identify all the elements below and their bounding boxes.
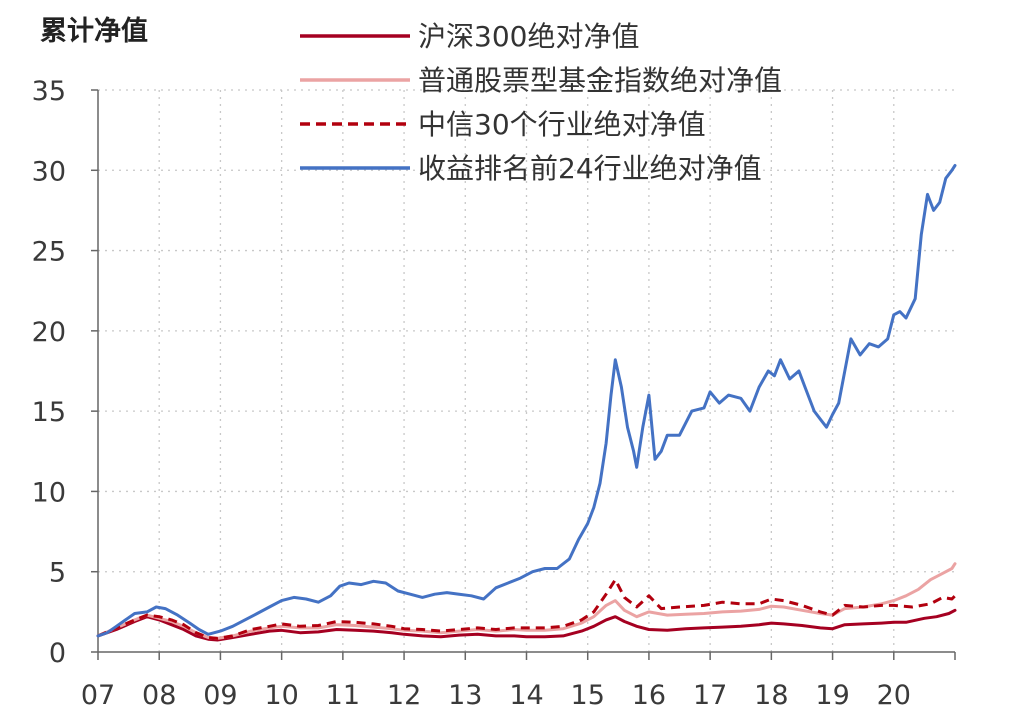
legend-label: 沪深300绝对净值 [418,20,639,53]
x-tick-label: 15 [571,680,605,711]
x-tick-label: 20 [877,680,911,711]
series-line-1 [96,608,957,642]
gridlines [98,89,955,652]
series-line-4 [96,164,957,638]
series-lines [96,164,957,642]
y-tick-label: 10 [32,477,66,508]
legend: 沪深300绝对净值普通股票型基金指数绝对净值中信30个行业绝对净值收益排名前24… [300,20,782,185]
legend-label: 普通股票型基金指数绝对净值 [418,64,782,97]
x-tick-label: 13 [448,680,482,711]
y-tick-label: 25 [32,237,66,268]
x-tick-label: 14 [509,680,543,711]
legend-label: 中信30个行业绝对净值 [418,108,706,141]
x-tick-label: 12 [387,680,421,711]
y-tick-label: 35 [32,76,66,107]
y-axis-title: 累计净值 [40,16,148,47]
x-tick-label: 08 [142,680,176,711]
y-tick-label: 5 [49,558,66,589]
x-tick-label: 16 [632,680,666,711]
x-tick-label: 18 [754,680,788,711]
y-tick-label: 20 [32,317,66,348]
x-tick-label: 09 [203,680,237,711]
x-tick-label: 17 [693,680,727,711]
x-tick-label: 11 [326,680,360,711]
y-tick-label: 15 [32,397,66,428]
y-tick-label: 0 [49,638,66,669]
axes: 0 5 10 15 20 25 30 35 07 08 09 10 11 12 13 14 15 16 17 18 19… [32,76,956,711]
x-tick-label: 07 [81,680,115,711]
x-tick-label: 19 [815,680,849,711]
y-tick-label: 30 [32,156,66,187]
x-tick-label: 10 [264,680,298,711]
legend-label: 收益排名前24行业绝对净值 [418,152,762,185]
